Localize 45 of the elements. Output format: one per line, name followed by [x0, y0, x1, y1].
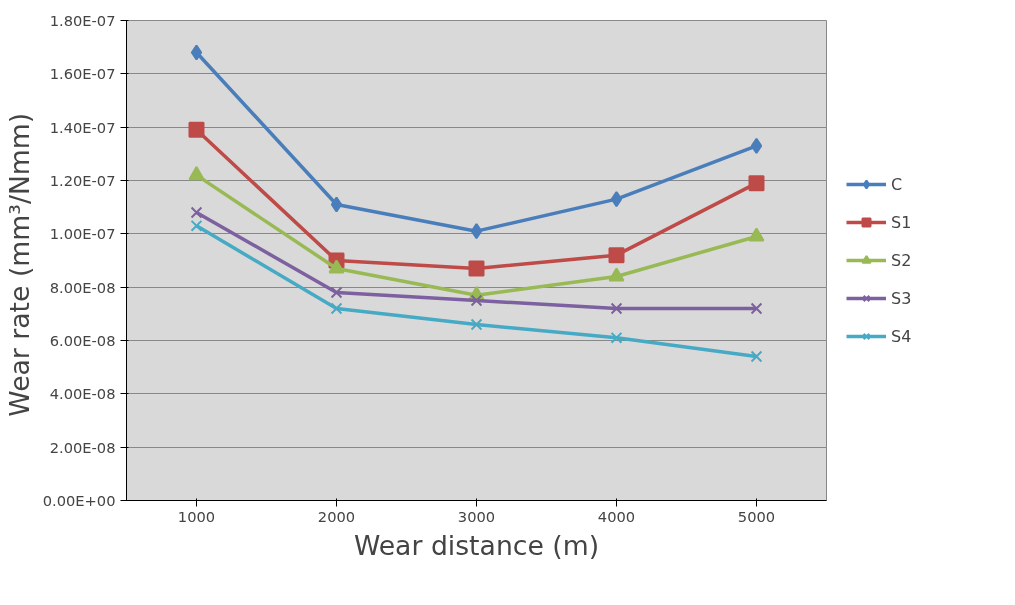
point	[748, 175, 765, 192]
y-tick-label: 1.40E-07	[49, 118, 116, 136]
point	[330, 286, 343, 299]
point	[610, 191, 623, 208]
point	[470, 294, 483, 307]
point	[750, 302, 763, 315]
x-tick-label: 5000	[737, 507, 776, 525]
point	[610, 302, 623, 315]
legend-label: S2	[891, 250, 912, 270]
y-axis-title: Wear rate (mm³/Nmm)	[3, 112, 35, 417]
point	[330, 302, 343, 315]
point	[190, 206, 203, 219]
legend-label: C	[891, 174, 904, 194]
x-tick-label: 3000	[457, 507, 496, 525]
point	[608, 247, 625, 264]
y-tick-label: 1.60E-07	[49, 65, 116, 83]
legend-label: S3	[891, 288, 912, 308]
point	[188, 166, 205, 181]
point	[330, 196, 343, 213]
x-tick-label: 1000	[177, 507, 216, 525]
point	[470, 318, 483, 331]
y-tick-label: 1.20E-07	[49, 172, 116, 189]
x-tick-label: 4000	[597, 507, 636, 525]
point	[750, 350, 763, 363]
y-tick-label: 1.00E-07	[49, 225, 116, 243]
point	[190, 44, 203, 61]
point	[470, 223, 483, 240]
point	[468, 260, 485, 277]
point	[750, 137, 763, 154]
point	[190, 219, 203, 232]
y-tick-label: 4.00E-08	[49, 385, 116, 403]
y-tick-label: 8.00E-08	[49, 278, 116, 296]
point	[748, 227, 765, 242]
y-tick-label: 6.00E-08	[49, 332, 116, 349]
x-tick-label: 2000	[317, 507, 356, 525]
legend-label: S4	[891, 326, 912, 346]
point	[328, 259, 345, 274]
point	[188, 121, 205, 138]
point	[608, 267, 625, 282]
y-tick-label: 0.00E+00	[42, 492, 116, 509]
x-axis-title: Wear distance (m)	[353, 529, 600, 561]
legend-label: S1	[891, 212, 912, 232]
y-tick-label: 1.80E-07	[49, 12, 116, 29]
y-tick-label: 2.00E-08	[49, 438, 116, 456]
point	[610, 331, 623, 344]
